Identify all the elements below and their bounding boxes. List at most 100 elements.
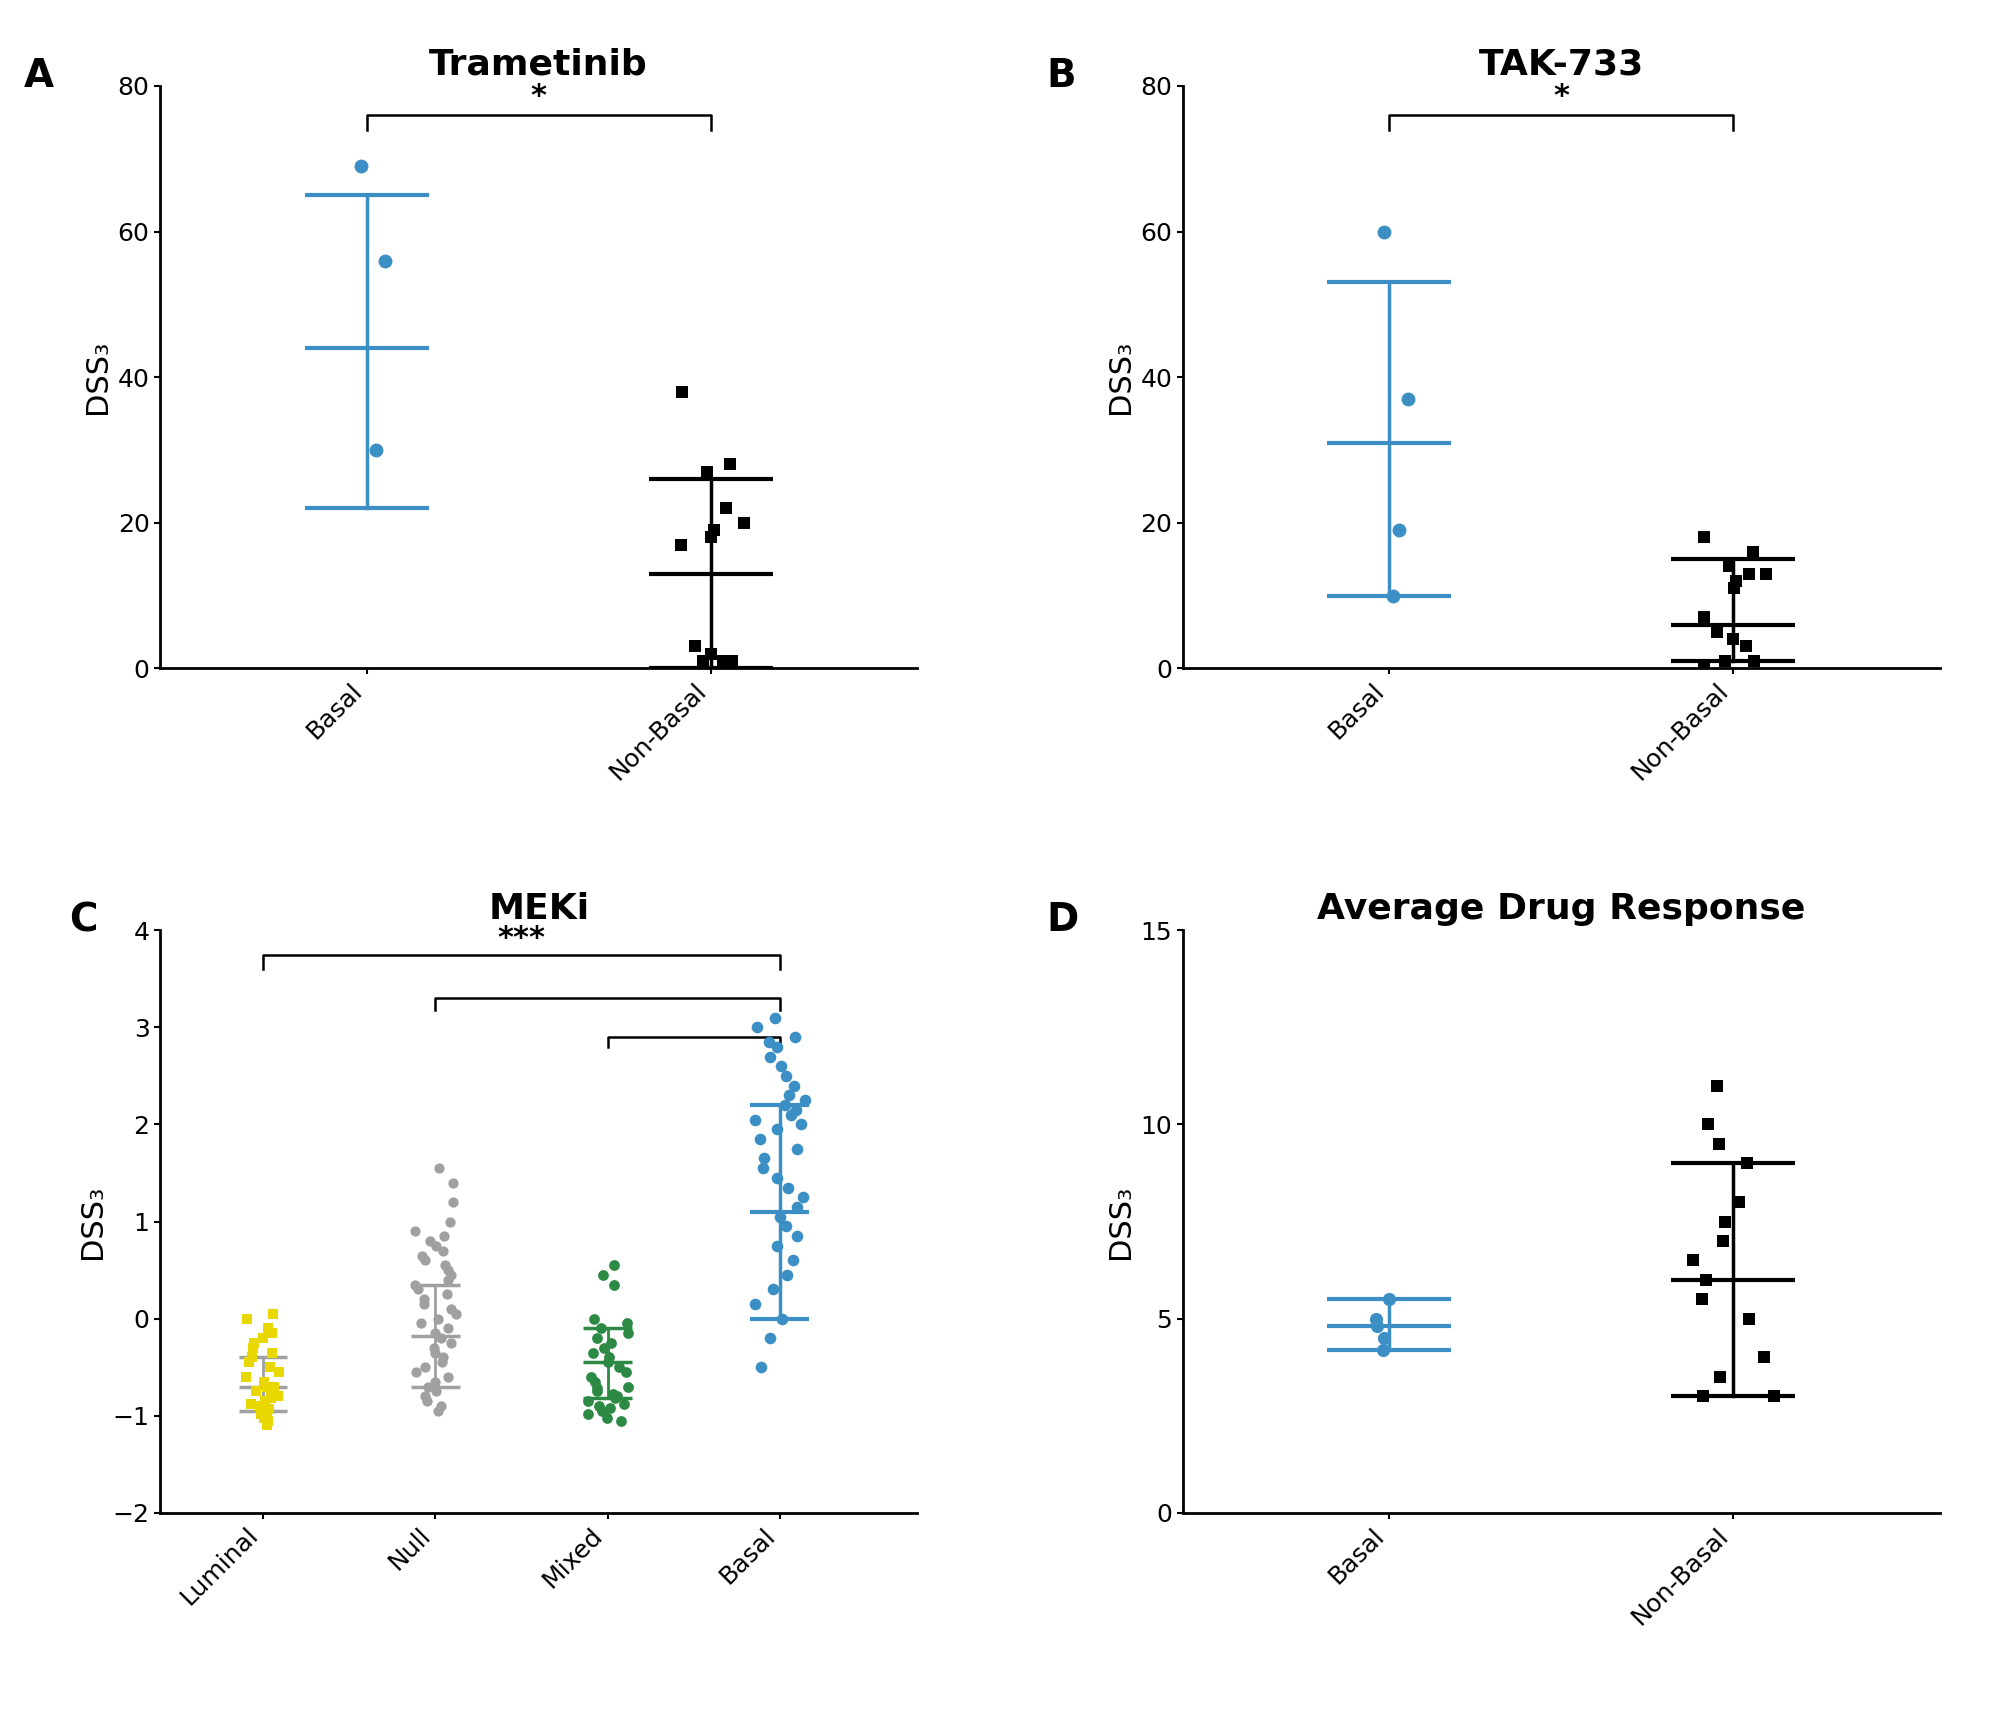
Point [1738, 648, 1770, 676]
Point [686, 648, 718, 676]
Point [586, 1315, 618, 1343]
Point [772, 1174, 804, 1202]
Point [410, 1246, 442, 1274]
Point [780, 1097, 812, 1124]
Point [1734, 1305, 1766, 1332]
Point [694, 639, 726, 667]
Point [252, 1315, 284, 1343]
Point [262, 1382, 294, 1410]
Point [1690, 1265, 1722, 1293]
Point [256, 1320, 288, 1348]
Point [248, 1368, 280, 1396]
Point [1688, 524, 1720, 552]
Point [1368, 1324, 1400, 1351]
Text: D: D [1046, 901, 1078, 939]
Point [766, 1052, 798, 1080]
Point [1702, 619, 1734, 646]
Point [1382, 516, 1414, 543]
Point [426, 1392, 458, 1420]
Point [788, 1086, 820, 1114]
Point [1686, 1382, 1718, 1410]
Point [432, 1265, 464, 1293]
Point [408, 1291, 440, 1318]
Point [246, 1399, 278, 1427]
Title: MEKi: MEKi [488, 892, 590, 927]
Point [740, 1014, 772, 1042]
Point [782, 1222, 814, 1250]
Point [768, 1092, 800, 1119]
Point [256, 1300, 288, 1327]
Point [1710, 648, 1742, 676]
Point [572, 1399, 604, 1427]
Point [252, 1403, 284, 1430]
Point [690, 457, 722, 485]
Point [360, 437, 392, 464]
Point [432, 1257, 464, 1284]
Point [580, 1324, 612, 1351]
Point [714, 450, 746, 478]
Point [1688, 655, 1720, 682]
Point [410, 1353, 442, 1380]
Point [596, 1380, 628, 1408]
Point [370, 248, 402, 275]
Point [592, 1404, 624, 1432]
Text: ***: *** [498, 923, 546, 952]
Text: B: B [1046, 57, 1076, 95]
Point [602, 1353, 634, 1380]
Point [764, 1203, 796, 1231]
Point [434, 1329, 466, 1356]
Point [256, 1339, 288, 1367]
Point [610, 1358, 642, 1386]
Point [1700, 1073, 1732, 1100]
Point [576, 1339, 608, 1367]
Point [580, 1368, 612, 1396]
Point [1732, 1150, 1764, 1178]
Point [236, 1344, 268, 1372]
Point [606, 1406, 638, 1434]
Point [1736, 538, 1768, 566]
Y-axis label: DSS₃: DSS₃ [1106, 1184, 1134, 1258]
Point [612, 1320, 644, 1348]
Point [262, 1358, 294, 1386]
Point [1676, 1246, 1708, 1274]
Point [788, 1183, 820, 1210]
Point [1362, 1313, 1394, 1341]
Point [1688, 603, 1720, 631]
Point [752, 1028, 784, 1055]
Text: A: A [24, 57, 54, 95]
Point [598, 1270, 630, 1298]
Point [746, 1353, 778, 1380]
Point [234, 1348, 266, 1375]
Point [236, 1334, 268, 1361]
Point [1378, 581, 1410, 609]
Point [1750, 560, 1782, 588]
Point [602, 1382, 634, 1410]
Point [440, 1300, 472, 1327]
Point [258, 1373, 290, 1401]
Point [778, 1023, 810, 1050]
Point [234, 1391, 266, 1418]
Point [612, 1373, 644, 1401]
Point [774, 1081, 806, 1109]
Point [418, 1368, 450, 1396]
Point [426, 1348, 458, 1375]
Point [716, 648, 748, 676]
Point [778, 1246, 810, 1274]
Point [1368, 1336, 1400, 1363]
Point [420, 1320, 452, 1348]
Point [1758, 1382, 1790, 1410]
Title: Average Drug Response: Average Drug Response [1318, 892, 1806, 927]
Point [422, 1305, 454, 1332]
Point [574, 1363, 606, 1391]
Point [246, 1398, 278, 1425]
Point [1708, 1227, 1740, 1255]
Point [594, 1344, 626, 1372]
Point [414, 1227, 446, 1255]
Point [420, 1339, 452, 1367]
Point [1692, 1110, 1724, 1138]
Point [1392, 385, 1424, 413]
Point [248, 1387, 280, 1415]
Point [250, 1411, 282, 1439]
Point [424, 1155, 456, 1183]
Point [436, 1188, 468, 1215]
